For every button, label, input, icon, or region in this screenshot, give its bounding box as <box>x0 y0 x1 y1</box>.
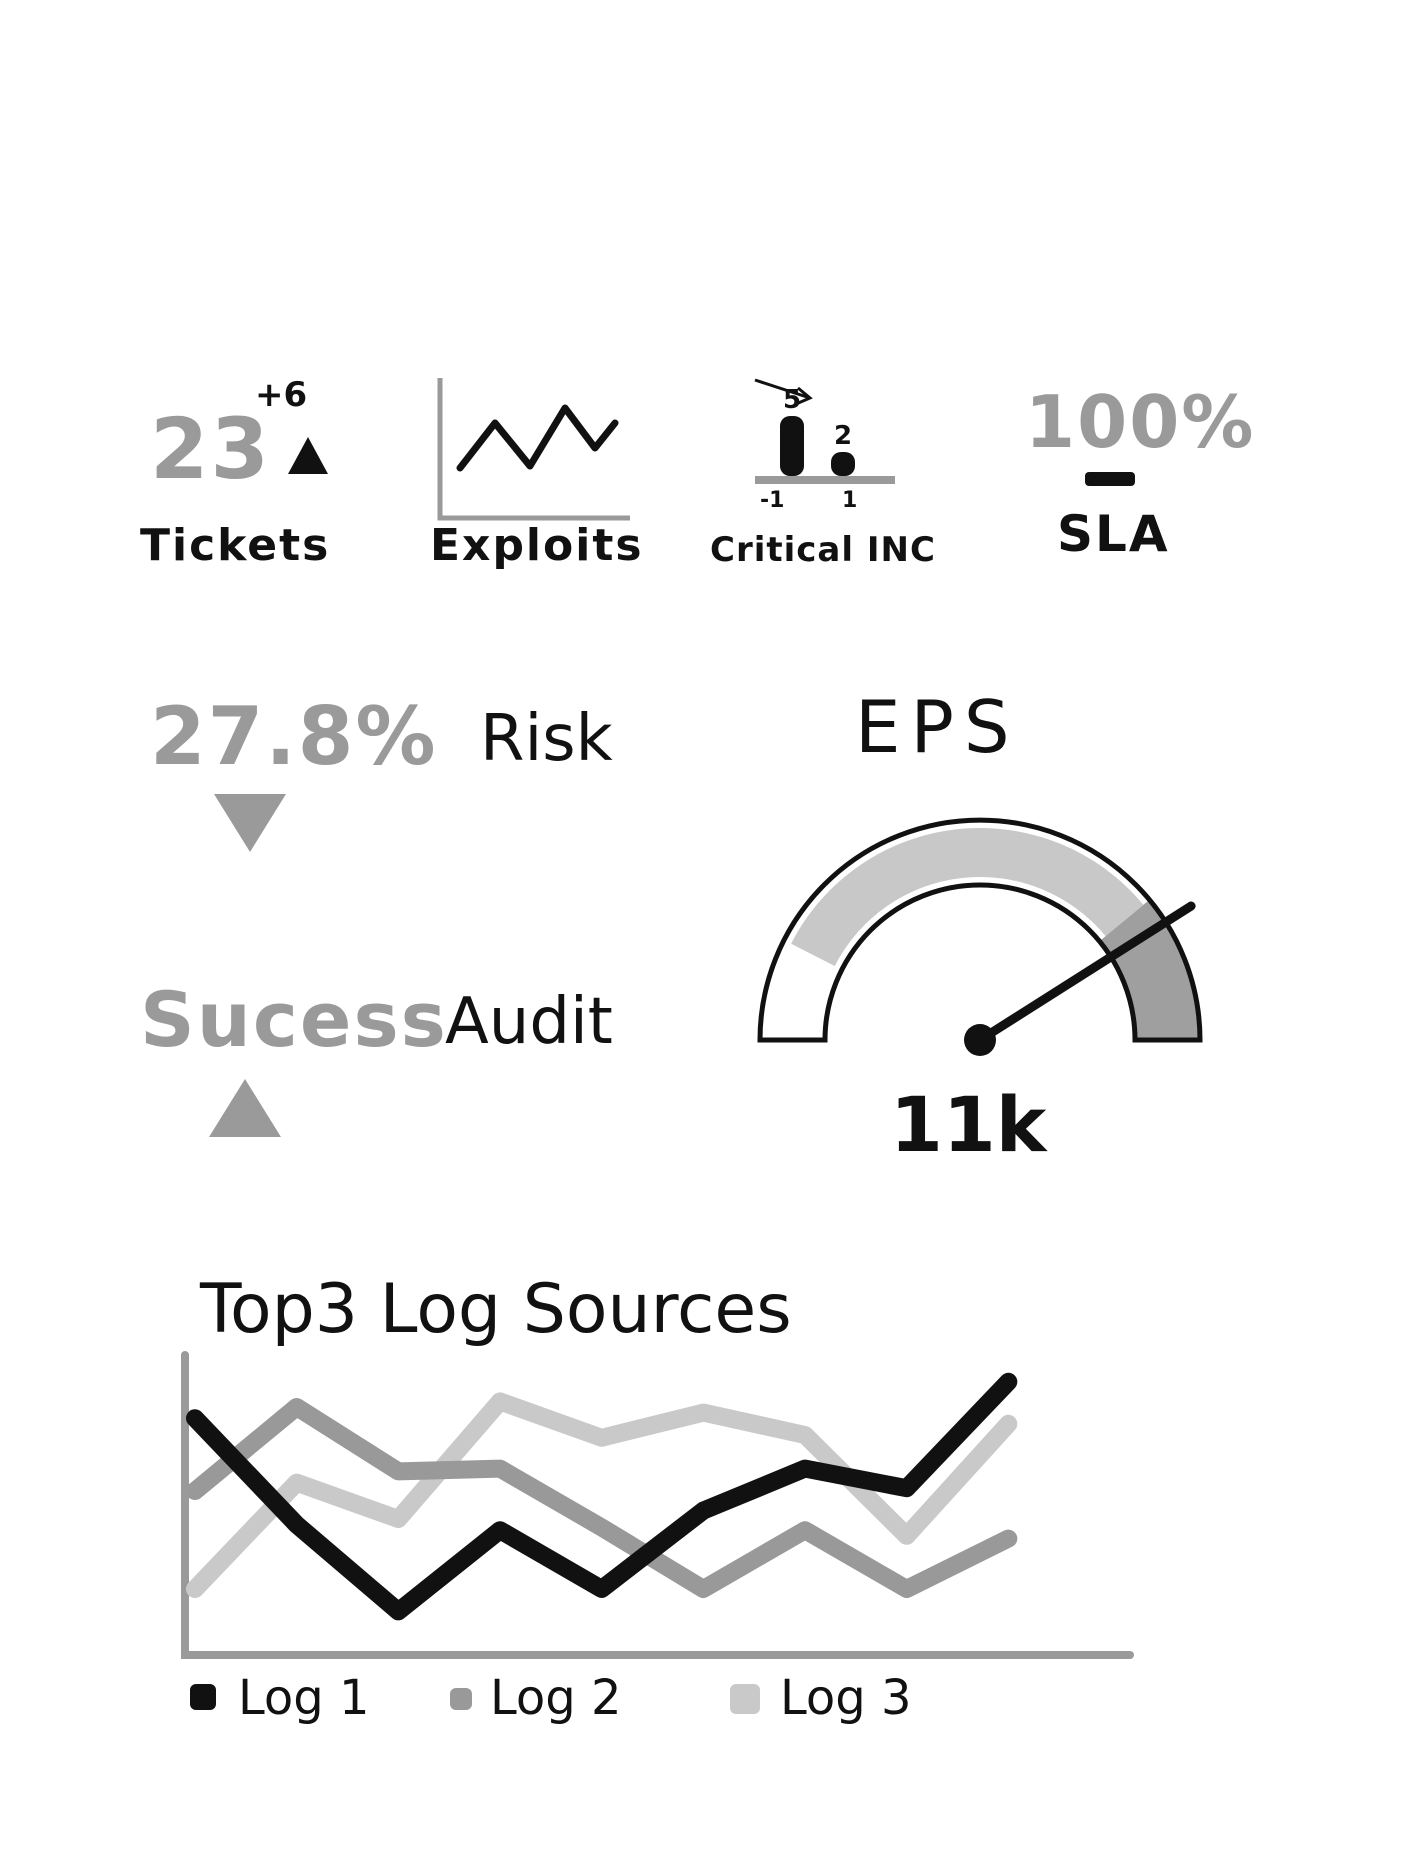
eps-value: 11k <box>890 1080 1047 1169</box>
audit-label: Audit <box>445 985 613 1059</box>
series-point <box>902 1484 911 1493</box>
series-point <box>1004 1534 1013 1543</box>
tickets-label: Tickets <box>140 520 331 571</box>
bar-axis-label: 1 <box>842 488 858 513</box>
series-point <box>496 1397 504 1406</box>
critical-inc-bar-label: 2 <box>834 421 852 451</box>
series-point <box>597 1585 606 1593</box>
critical-inc-bar <box>780 416 804 476</box>
critical-inc-bar-chart: 52 <box>754 378 895 484</box>
trend-up-icon <box>209 1079 281 1137</box>
series-point <box>801 1526 809 1535</box>
risk-kpi: 27.8% Risk <box>150 690 670 870</box>
risk-label: Risk <box>480 702 613 776</box>
exploits-sparkline <box>437 378 630 521</box>
series-point <box>699 1408 708 1417</box>
tickets-delta: +6 <box>255 375 308 415</box>
exploits-label: Exploits <box>430 520 644 571</box>
legend-label: Log 1 <box>238 1670 370 1726</box>
series-point <box>191 1487 199 1495</box>
tickets-value: 23 <box>150 400 271 498</box>
legend-swatch <box>190 1684 216 1710</box>
series-point <box>394 1467 403 1476</box>
gauge-band-mid <box>791 828 1144 966</box>
sla-dash <box>1085 472 1135 486</box>
sla-kpi: 100% SLA <box>1025 370 1253 600</box>
chart-legend: Log 1 Log 2 Log 3 <box>190 1670 990 1740</box>
series-point <box>597 1433 606 1442</box>
gauge-needle <box>975 901 1196 1045</box>
series-point <box>1004 1419 1013 1428</box>
critical-inc-bar-label: 5 <box>783 385 801 415</box>
series-point <box>597 1523 606 1532</box>
critical-inc-bar <box>831 452 855 476</box>
exploits-kpi: Exploits <box>430 370 650 600</box>
series-point <box>496 1464 504 1473</box>
series-point <box>496 1526 504 1535</box>
trend-up-icon <box>288 437 328 474</box>
bar-axis-label: -1 <box>760 488 785 513</box>
series-point <box>292 1403 301 1411</box>
series-point <box>902 1585 911 1593</box>
tickets-kpi: 23 +6 Tickets <box>140 370 360 600</box>
series-point <box>801 1431 809 1439</box>
series-point <box>699 1585 708 1593</box>
sla-label: SLA <box>1057 505 1170 563</box>
eps-gauge <box>757 817 1203 1056</box>
series-point <box>394 1515 403 1523</box>
gauge-band-high <box>1099 899 1200 1040</box>
audit-value: Sucess <box>140 975 448 1064</box>
series-point <box>292 1520 301 1529</box>
series-point <box>191 1414 199 1423</box>
audit-kpi: Sucess Audit <box>140 975 660 1155</box>
series-point <box>191 1585 199 1593</box>
legend-swatch <box>450 1688 472 1710</box>
series-point <box>1004 1377 1013 1386</box>
legend-label: Log 2 <box>490 1670 622 1726</box>
log-sources-line-chart <box>181 1351 1134 1659</box>
eps-title: EPS <box>855 685 1020 769</box>
series-point <box>902 1531 911 1540</box>
series-point <box>292 1478 301 1487</box>
chart-title: Top3 Log Sources <box>200 1270 792 1349</box>
critical-inc-label: Critical INC <box>710 530 936 570</box>
series-point <box>394 1607 403 1616</box>
gauge-pivot <box>964 1024 996 1056</box>
series-point <box>699 1506 708 1515</box>
risk-value: 27.8% <box>150 690 438 783</box>
trend-down-icon <box>214 794 286 852</box>
gauge-outline <box>757 817 1203 1043</box>
legend-label: Log 3 <box>780 1670 912 1726</box>
series-point <box>801 1464 809 1473</box>
legend-swatch <box>730 1684 760 1714</box>
chart-axes <box>181 1351 1134 1659</box>
sla-value: 100% <box>1025 380 1256 464</box>
